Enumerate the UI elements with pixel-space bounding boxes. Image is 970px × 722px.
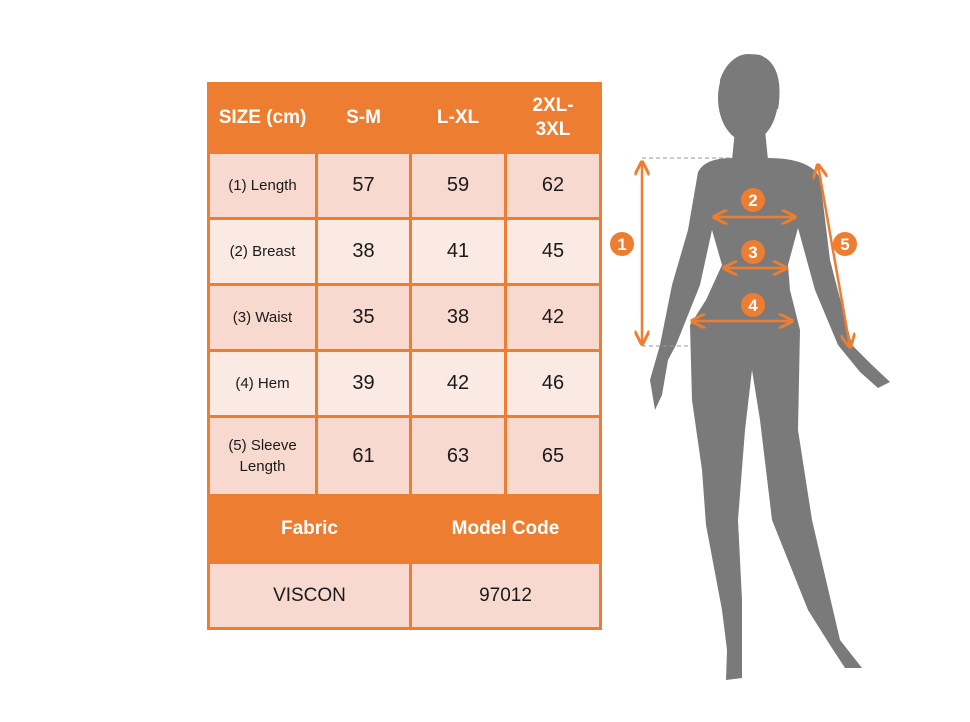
row-label: (5) Sleeve Length xyxy=(207,415,318,497)
header-2xl-3xl: 2XL-3XL xyxy=(504,82,602,154)
footer-value-row: VISCON 97012 xyxy=(207,561,602,630)
table-row: (1) Length 57 59 62 xyxy=(207,151,602,220)
marker-3-icon xyxy=(741,240,765,264)
table-row: (3) Waist 35 38 42 xyxy=(207,283,602,352)
cell: 57 xyxy=(315,151,412,220)
footer-header-row: Fabric Model Code xyxy=(207,494,602,564)
marker-1-icon xyxy=(610,232,634,256)
cell: 35 xyxy=(315,283,412,352)
header-s-m: S-M xyxy=(315,82,412,154)
cell: 45 xyxy=(504,217,602,286)
woman-silhouette-icon xyxy=(650,54,890,680)
cell: 46 xyxy=(504,349,602,418)
marker-3-label: 3 xyxy=(748,243,757,262)
cell: 63 xyxy=(409,415,507,497)
cell: 42 xyxy=(504,283,602,352)
header-l-xl: L-XL xyxy=(409,82,507,154)
cell: 62 xyxy=(504,151,602,220)
cell: 59 xyxy=(409,151,507,220)
model-code-value: 97012 xyxy=(409,561,602,630)
header-size: SIZE (cm) xyxy=(207,82,318,154)
measurement-arrows xyxy=(642,162,850,347)
marker-2-icon xyxy=(741,188,765,212)
cell: 38 xyxy=(409,283,507,352)
cell: 42 xyxy=(409,349,507,418)
table-row: (2) Breast 38 41 45 xyxy=(207,217,602,286)
table-row: (5) Sleeve Length 61 63 65 xyxy=(207,415,602,497)
cell: 65 xyxy=(504,415,602,497)
row-label: (2) Breast xyxy=(207,217,318,286)
cell: 41 xyxy=(409,217,507,286)
marker-2-label: 2 xyxy=(748,191,757,210)
marker-5-icon xyxy=(833,232,857,256)
cell: 61 xyxy=(315,415,412,497)
marker-5-label: 5 xyxy=(840,235,849,254)
fabric-header: Fabric xyxy=(207,494,412,564)
cell: 39 xyxy=(315,349,412,418)
row-label: (4) Hem xyxy=(207,349,318,418)
size-chart-table: SIZE (cm) S-M L-XL 2XL-3XL (1) Length 57… xyxy=(207,82,602,630)
table-row: (4) Hem 39 42 46 xyxy=(207,349,602,418)
row-label: (3) Waist xyxy=(207,283,318,352)
row-label: (1) Length xyxy=(207,151,318,220)
marker-4-icon xyxy=(741,293,765,317)
header-row: SIZE (cm) S-M L-XL 2XL-3XL xyxy=(207,82,602,154)
marker-1-label: 1 xyxy=(617,235,626,254)
cell: 38 xyxy=(315,217,412,286)
model-code-header: Model Code xyxy=(409,494,602,564)
fabric-value: VISCON xyxy=(207,561,412,630)
marker-4-label: 4 xyxy=(748,296,758,315)
